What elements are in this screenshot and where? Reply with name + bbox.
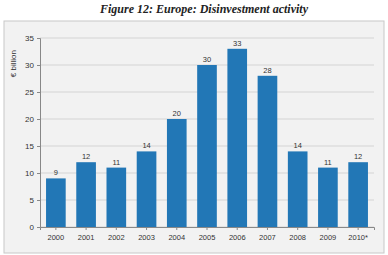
y-axis-title: € billion [9, 50, 18, 77]
bar [258, 76, 278, 227]
y-tick-mark [37, 200, 40, 201]
y-tick-label: 5 [30, 196, 35, 205]
x-tick: 2006 [229, 227, 246, 242]
bar [137, 151, 157, 227]
data-label: 11 [112, 158, 120, 167]
y-tick: 15 [25, 142, 40, 151]
data-labels: 9 12 11 14 20 30 33 28 14 11 12 [54, 39, 363, 178]
x-tick-mark [297, 227, 298, 230]
x-tick: 2010* [348, 227, 368, 242]
data-label: 11 [324, 158, 332, 167]
x-tick-mark [267, 227, 268, 230]
x-tick-label: 2008 [289, 233, 306, 242]
x-axis-line [41, 228, 375, 231]
x-tick: 2003 [138, 227, 155, 242]
y-tick-label: 10 [25, 169, 34, 178]
x-tick-mark [207, 227, 208, 230]
chart-frame [4, 21, 384, 253]
x-tick: 2005 [199, 227, 216, 242]
bar [227, 49, 247, 227]
data-label: 12 [354, 152, 362, 161]
x-tick-label: 2010* [348, 233, 368, 242]
y-tick-mark [37, 92, 40, 93]
x-tick: 2009 [320, 227, 337, 242]
x-tick: 2002 [108, 227, 125, 242]
x-tick-mark [116, 227, 117, 230]
y-tick-label: 0 [30, 223, 35, 232]
y-tick-label: 35 [25, 34, 34, 43]
y-tick: 25 [25, 88, 40, 97]
y-tick-mark [37, 38, 40, 39]
x-tick-mark [55, 227, 56, 230]
x-tick-mark [146, 227, 147, 230]
data-label: 9 [54, 168, 58, 177]
y-tick-mark [37, 146, 40, 147]
y-tick-mark [37, 119, 40, 120]
y-tick: 20 [25, 115, 40, 124]
x-tick: 2007 [259, 227, 276, 242]
y-axis-line [37, 39, 41, 228]
y-tick: 5 [30, 196, 40, 205]
bar [318, 168, 338, 227]
y-tick-label: 25 [25, 88, 34, 97]
x-tick: 2001 [78, 227, 95, 242]
x-tick: 2008 [289, 227, 306, 242]
y-tick: 35 [25, 34, 40, 43]
y-tick-mark [37, 65, 40, 66]
bar [76, 162, 96, 227]
grid [40, 38, 374, 227]
x-tick-mark [237, 227, 238, 230]
grid-line [40, 38, 374, 39]
bar [348, 162, 368, 227]
y-tick-mark [37, 227, 40, 228]
y-tick: 0 [30, 223, 40, 232]
x-tick-label: 2001 [78, 233, 95, 242]
x-tick: 2004 [168, 227, 185, 242]
x-tick-label: 2002 [108, 233, 125, 242]
bar [106, 168, 126, 227]
x-tick-mark [176, 227, 177, 230]
y-tick-label: 20 [25, 115, 34, 124]
bars [46, 49, 368, 227]
data-label: 14 [142, 141, 150, 150]
y-axis: 0 5 10 15 20 25 30 35 [25, 34, 40, 232]
x-tick-mark [86, 227, 87, 230]
y-tick-label: 15 [25, 142, 34, 151]
title: Figure 12: Europe: Disinvestment activit… [99, 2, 309, 16]
plot: 0510152025303520002001200220032004200520… [25, 34, 374, 242]
data-label: 14 [294, 141, 302, 150]
x-tick-mark [327, 227, 328, 230]
x-tick-label: 2005 [199, 233, 216, 242]
data-label: 33 [233, 39, 241, 48]
x-tick-label: 2009 [320, 233, 337, 242]
data-label: 30 [203, 55, 211, 64]
x-tick-label: 2004 [168, 233, 185, 242]
x-axis: 2000 2001 2002 2003 2004 2005 2006 2007 2008 2009… [41, 227, 375, 242]
x-tick-mark [358, 227, 359, 230]
bar [46, 178, 66, 227]
bar [167, 119, 187, 227]
y-tick-mark [37, 173, 40, 174]
x-tick-label: 2007 [259, 233, 276, 242]
y-tick: 30 [25, 61, 40, 70]
x-tick-label: 2000 [48, 233, 65, 242]
y-tick: 10 [25, 169, 40, 178]
data-label: 20 [173, 109, 181, 118]
bar [288, 151, 308, 227]
y-tick-label: 30 [25, 61, 34, 70]
x-tick: 2000 [48, 227, 65, 242]
data-label: 12 [82, 152, 90, 161]
data-label: 28 [263, 66, 271, 75]
x-tick-label: 2006 [229, 233, 246, 242]
chart: Figure 12: Europe: Disinvestment activit… [0, 0, 388, 255]
bar [197, 65, 217, 227]
x-tick-label: 2003 [138, 233, 155, 242]
